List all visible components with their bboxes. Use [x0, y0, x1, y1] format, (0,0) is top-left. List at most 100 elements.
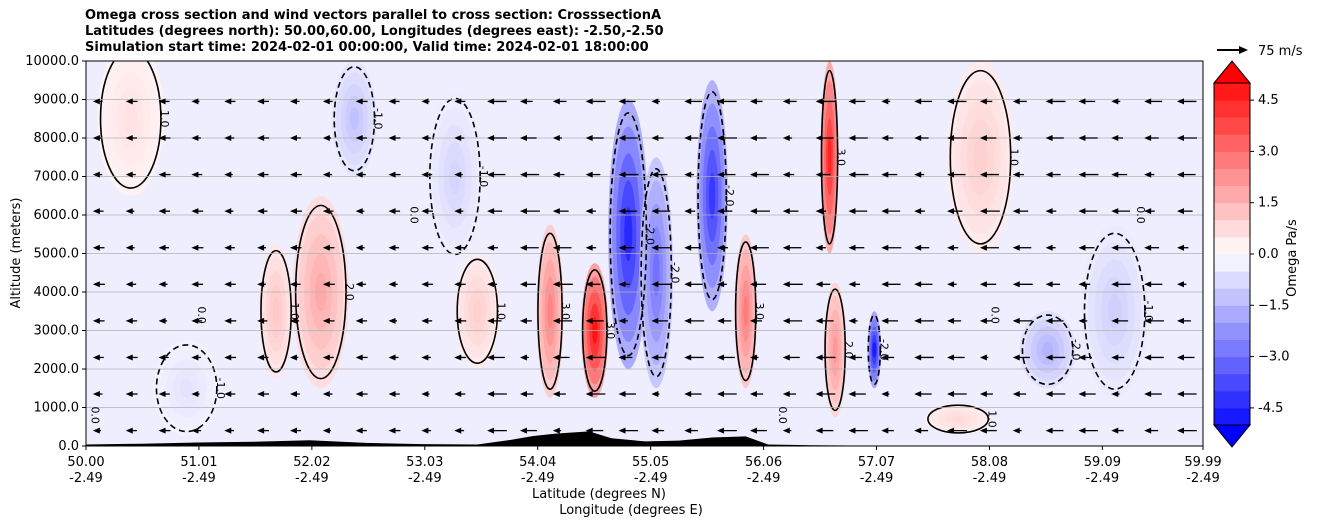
wind-vector-head: [717, 317, 725, 324]
wind-vector-head: [651, 317, 659, 324]
wind-vector-head: [782, 281, 790, 288]
wind-vector-head: [388, 281, 396, 288]
wind-vector-head: [651, 427, 659, 434]
wind-vector-head: [947, 427, 955, 434]
wind-vector-head: [585, 244, 593, 251]
omega-contour: [1083, 232, 1146, 391]
wind-vector-head: [487, 135, 495, 141]
colorbar-level: [1214, 185, 1250, 204]
wind-vector-head: [684, 98, 692, 105]
wind-vector-head: [585, 171, 593, 178]
wind-vector-head: [914, 281, 922, 288]
wind-vector-head: [552, 281, 560, 288]
wind-vector-head: [1078, 135, 1086, 141]
x-tick-label-lon: -2.49: [1186, 471, 1220, 486]
wind-vector-head: [421, 281, 429, 288]
wind-vector-head: [1078, 317, 1086, 324]
wind-vector-head: [125, 317, 133, 324]
wind-vector-head: [749, 281, 757, 288]
wind-vector-head: [191, 244, 199, 251]
colorbar-level: [1214, 117, 1250, 135]
wind-vector-head: [1177, 98, 1185, 105]
wind-vector-head: [519, 208, 527, 215]
wind-vector-head: [717, 281, 725, 288]
wind-vector-head: [947, 244, 955, 251]
wind-vector-head: [815, 391, 823, 398]
wind-vector-head: [355, 317, 363, 324]
wind-vector-head: [125, 427, 133, 434]
wind-vector-head: [257, 244, 265, 251]
wind-vector-head: [684, 171, 692, 178]
wind-vector-head: [355, 427, 363, 434]
wind-vector-head: [421, 244, 429, 251]
wind-vector-head: [717, 354, 725, 361]
wind-vector-head: [454, 244, 462, 251]
wind-vector-head: [979, 171, 987, 178]
wind-vector-head: [1144, 354, 1152, 361]
wind-vector-head: [519, 244, 527, 251]
wind-vector-head: [1177, 317, 1185, 324]
wind-vector-head: [322, 427, 330, 434]
wind-vector-head: [421, 171, 429, 178]
contour-label: 2.0: [842, 341, 855, 359]
wind-vector-head: [519, 135, 527, 141]
wind-vector-head: [749, 427, 757, 434]
wind-vector-head: [322, 244, 330, 251]
contour-label: 1.0: [985, 410, 998, 428]
wind-vector-head: [1111, 171, 1119, 178]
wind-vector-head: [519, 281, 527, 288]
wind-vector-head: [585, 208, 593, 215]
wind-vector-head: [191, 427, 199, 434]
wind-vector-head: [191, 171, 199, 178]
wind-vector-head: [257, 135, 265, 141]
omega-cell: [349, 107, 359, 131]
x-tick-label-lat: 50.00: [67, 455, 104, 470]
wind-vector-head: [1078, 281, 1086, 288]
colorbar-level: [1214, 322, 1250, 340]
wind-vector-head: [454, 135, 462, 141]
wind-vector-head: [322, 208, 330, 215]
wind-vector-head: [224, 135, 232, 141]
colorbar-level: [1214, 373, 1250, 392]
wind-vector-head: [749, 391, 757, 398]
wind-vector-head: [848, 244, 856, 251]
x-tick-label-lat: 57.07: [858, 455, 895, 470]
wind-vector-head: [914, 208, 922, 215]
wind-vector-head: [914, 135, 922, 141]
wind-vector-head: [717, 135, 725, 141]
omega-contour: [155, 344, 218, 433]
wind-vector-head: [1111, 317, 1119, 324]
colorbar-level: [1214, 254, 1250, 272]
wind-vector-head: [355, 354, 363, 361]
wind-vector-head: [289, 208, 297, 215]
wind-vector-head: [815, 171, 823, 178]
omega-cell: [1041, 342, 1054, 358]
wind-vector-head: [1111, 281, 1119, 288]
x-axis-label-latitude: Latitude (degrees N): [532, 487, 666, 502]
wind-vector-head: [618, 391, 626, 398]
wind-vector-head: [224, 244, 232, 251]
wind-vector-head: [92, 391, 100, 398]
wind-vector-head: [191, 281, 199, 288]
wind-vector-head: [1078, 391, 1086, 398]
colorbar-label: Omega Pa/s: [1285, 219, 1300, 297]
wind-vector-head: [618, 281, 626, 288]
wind-vector-head: [355, 244, 363, 251]
wind-vector-head: [1045, 208, 1053, 215]
wind-vector-head: [684, 281, 692, 288]
wind-vector-head: [651, 354, 659, 361]
wind-vector-head: [848, 98, 856, 105]
colorbar-level: [1214, 288, 1250, 306]
wind-vector-head: [881, 171, 889, 178]
colorbar-tick-label: 1.5: [1258, 196, 1279, 211]
colorbar-level: [1214, 83, 1250, 101]
contour-label: 0.0: [776, 406, 789, 424]
wind-vector-head: [92, 171, 100, 178]
terrain-fill: [86, 431, 1203, 446]
wind-vector-head: [322, 354, 330, 361]
colorbar-level: [1214, 151, 1250, 169]
wind-vector-head: [191, 317, 199, 324]
wind-vector-head: [848, 208, 856, 215]
wind-vector-head: [1177, 391, 1185, 398]
omega-contour: [260, 249, 292, 373]
